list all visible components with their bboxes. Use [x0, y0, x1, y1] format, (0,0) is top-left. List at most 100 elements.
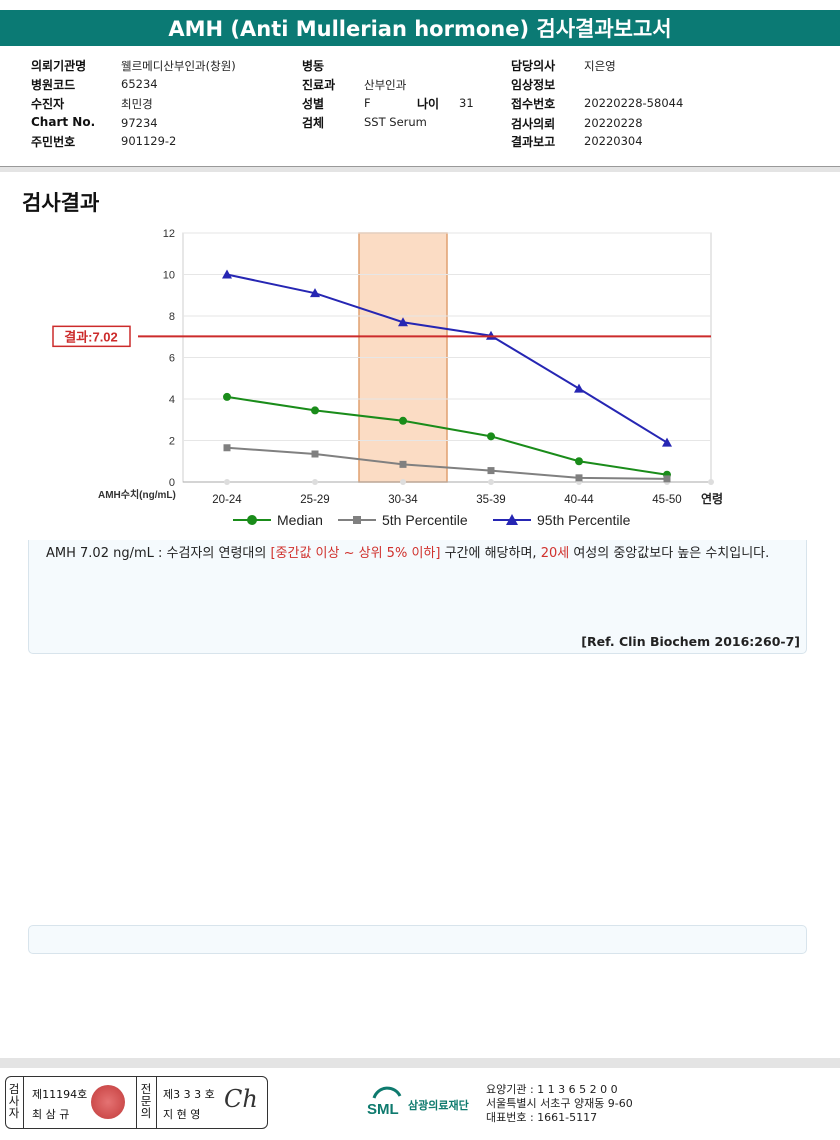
info-value: F — [364, 96, 371, 110]
info-value: 20220228-58044 — [584, 96, 684, 110]
cell-divider — [23, 1077, 24, 1128]
data-point — [311, 450, 319, 458]
data-point — [575, 474, 583, 482]
data-point — [310, 288, 320, 298]
x-tick-dot — [312, 479, 318, 485]
info-value: 901129-2 — [121, 134, 177, 148]
info-label: 담당의사 — [511, 59, 556, 73]
data-point — [487, 467, 495, 475]
x-tick-label: 20-24 — [212, 494, 242, 506]
sml-logo: SML — [367, 1086, 402, 1118]
note-prefix: AMH 7.02 ng/mL : 수검자의 연령대의 — [46, 546, 271, 561]
specialist-label-char: 전 — [140, 1082, 152, 1096]
info-label: Chart No. — [31, 115, 96, 129]
info-value: 최민경 — [121, 97, 153, 111]
info-value: SST Serum — [364, 115, 427, 129]
data-point — [663, 475, 671, 483]
info-label: 임상정보 — [511, 78, 556, 92]
specialist-label: 전 문 의 — [139, 1083, 153, 1119]
info-label: 수진자 — [31, 97, 65, 111]
empty-comment-box — [28, 925, 807, 954]
divider — [0, 167, 840, 172]
y-axis-label: AMH수치(ng/mL) — [98, 488, 176, 501]
y-tick-label: 6 — [169, 353, 175, 365]
info-value: 31 — [459, 96, 474, 110]
data-point — [311, 406, 319, 415]
specialist-label-char: 의 — [140, 1106, 152, 1120]
legend-label: 95th Percentile — [537, 512, 631, 528]
legend-marker — [353, 516, 361, 524]
note-range: [중간값 이상 ~ 상위 5% 이하] — [270, 546, 441, 561]
x-tick-dot — [224, 479, 230, 485]
logo-text: SML — [367, 1101, 399, 1118]
y-tick-label: 4 — [169, 394, 175, 406]
specialist-name: 지 현 영 — [163, 1108, 201, 1121]
legend-marker — [247, 515, 257, 525]
x-tick-label: 45-50 — [652, 494, 681, 506]
x-tick-dot — [708, 479, 714, 485]
specialist-number: 제3 3 3 호 — [163, 1088, 215, 1101]
data-point — [575, 457, 583, 466]
amh-chart: 0 2 4 6 8 10 12 20-24 25-29 30-34 35-39 40-44 45-50 A… — [52, 228, 723, 528]
signature-box: 검 사 자 제11194호 최 삼 규 전 문 의 제3 3 3 호 지 현 영 — [5, 1076, 268, 1129]
data-point — [399, 460, 407, 468]
organization-address: 요양기관 : 1 1 3 6 5 2 0 0 서울특별시 서초구 양재동 9-6… — [486, 1083, 633, 1125]
info-value: 산부인과 — [364, 78, 407, 92]
data-point — [223, 444, 231, 452]
note-suffix: 여성의 중앙값보다 높은 수치입니다. — [569, 546, 770, 561]
note-middle: 구간에 해당하며, — [440, 546, 541, 561]
info-label: 병동 — [302, 59, 325, 73]
data-point — [662, 437, 672, 447]
tester-label-char: 검 — [8, 1082, 20, 1096]
result-label: 결과:7.02 — [64, 329, 118, 344]
result-label-box — [52, 325, 131, 348]
cell-divider — [136, 1077, 137, 1128]
x-tick-label: 30-34 — [388, 494, 418, 506]
y-tick-label: 2 — [169, 436, 175, 448]
info-label: 나이 — [417, 97, 440, 111]
legend-label: Median — [277, 512, 323, 528]
info-value: 97234 — [121, 116, 158, 130]
patient-info: 의뢰기관명 웰르메디산부인과(창원) 병원코드 65234 수진자 최민경 Ch… — [0, 48, 840, 167]
x-tick-dot — [488, 479, 494, 485]
info-value: 20220228 — [584, 116, 643, 130]
info-value: 지은영 — [584, 59, 616, 73]
reference: [Ref. Clin Biochem 2016:260-7] — [581, 634, 800, 649]
tester-name: 최 삼 규 — [32, 1108, 70, 1121]
address-line: 대표번호 : 1661-5117 — [486, 1111, 598, 1124]
y-tick-label: 10 — [163, 270, 175, 282]
legend-label: 5th Percentile — [382, 512, 468, 528]
info-label: 성별 — [302, 97, 325, 111]
series-line — [226, 446, 668, 480]
signature-mark: Ch — [224, 1085, 258, 1113]
tester-label: 검 사 자 — [7, 1083, 21, 1119]
info-value: 웰르메디산부인과(창원) — [121, 59, 236, 73]
note-age: 20세 — [540, 546, 570, 561]
x-tick-label: 35-39 — [476, 494, 505, 506]
y-tick-label: 0 — [169, 477, 175, 489]
x-tick-label: 25-29 — [300, 494, 329, 506]
address-line: 요양기관 : 1 1 3 6 5 2 0 0 — [486, 1083, 618, 1096]
info-label: 병원코드 — [31, 78, 76, 92]
info-label: 의뢰기관명 — [31, 59, 87, 73]
info-label: 주민번호 — [31, 135, 76, 149]
report-title: AMH (Anti Mullerian hormone) 검사결과보고서 — [168, 17, 672, 41]
data-point — [399, 416, 407, 425]
section-title: 검사결과 — [22, 191, 100, 215]
data-point — [574, 383, 584, 393]
tester-label-char: 사 — [8, 1094, 20, 1108]
data-point — [487, 432, 495, 441]
info-value: 65234 — [121, 77, 158, 91]
data-point — [486, 330, 496, 340]
legend-marker — [506, 514, 518, 525]
result-note: AMH 7.02 ng/mL : 수검자의 연령대의 [중간값 이상 ~ 상위 … — [46, 544, 816, 564]
data-point — [398, 317, 408, 327]
footer-divider — [0, 1058, 840, 1068]
x-tick-dot — [400, 479, 406, 485]
info-label: 접수번호 — [511, 97, 556, 111]
info-value: 20220304 — [584, 134, 643, 148]
y-tick-label: 12 — [163, 228, 175, 240]
tester-number: 제11194호 — [32, 1088, 88, 1101]
info-label: 검체 — [302, 116, 325, 130]
x-tick-label: 40-44 — [564, 494, 594, 506]
